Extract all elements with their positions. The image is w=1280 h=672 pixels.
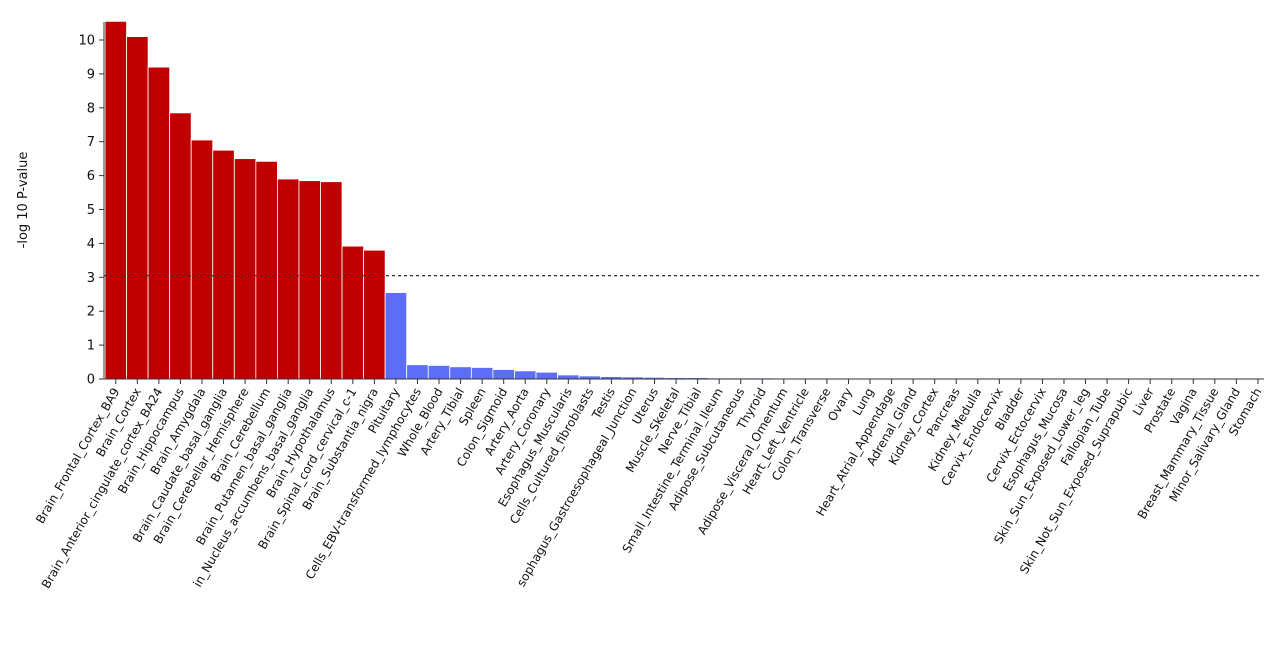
bar-17 [449,366,472,380]
y-tick-label-6: 6 [87,169,95,184]
y-tick-label-10: 10 [78,34,95,49]
bar-2 [126,36,149,380]
bar-8 [255,160,278,380]
bar-22 [557,374,580,380]
y-tick-label-2: 2 [87,305,95,320]
y-tick-label-8: 8 [87,101,95,116]
bar-21 [535,371,558,380]
bar-11 [320,181,343,380]
y-tick-label-3: 3 [87,271,95,286]
bar-12 [341,245,364,380]
bar-20 [514,370,537,380]
bar-15 [406,364,429,380]
bar-4 [169,112,192,380]
y-tick-label-1: 1 [87,339,95,354]
y-tick-label-0: 0 [87,373,95,388]
bar-18 [470,367,494,380]
bar-1 [104,20,127,380]
bar-10 [298,180,321,380]
bar-6 [212,149,235,380]
bar-13 [363,249,386,380]
bar-9 [276,178,300,380]
bar-5 [190,139,214,380]
x-tick-label-1: Brain_Frontal_Cortex_BA9 [33,386,122,527]
y-tick-label-9: 9 [87,67,95,82]
plot-area: 012345678910Brain_Frontal_Cortex_BA9Brai… [33,20,1265,591]
y-tick-label-4: 4 [87,237,95,252]
y-tick-label-7: 7 [87,135,95,150]
bar-14 [384,292,408,380]
bar-7 [233,158,257,380]
bar-3 [147,66,171,380]
y-tick-label-5: 5 [87,203,95,218]
bar-16 [427,365,451,380]
y-axis-title: -log 10 P-value [16,152,31,249]
bar-19 [492,369,515,380]
